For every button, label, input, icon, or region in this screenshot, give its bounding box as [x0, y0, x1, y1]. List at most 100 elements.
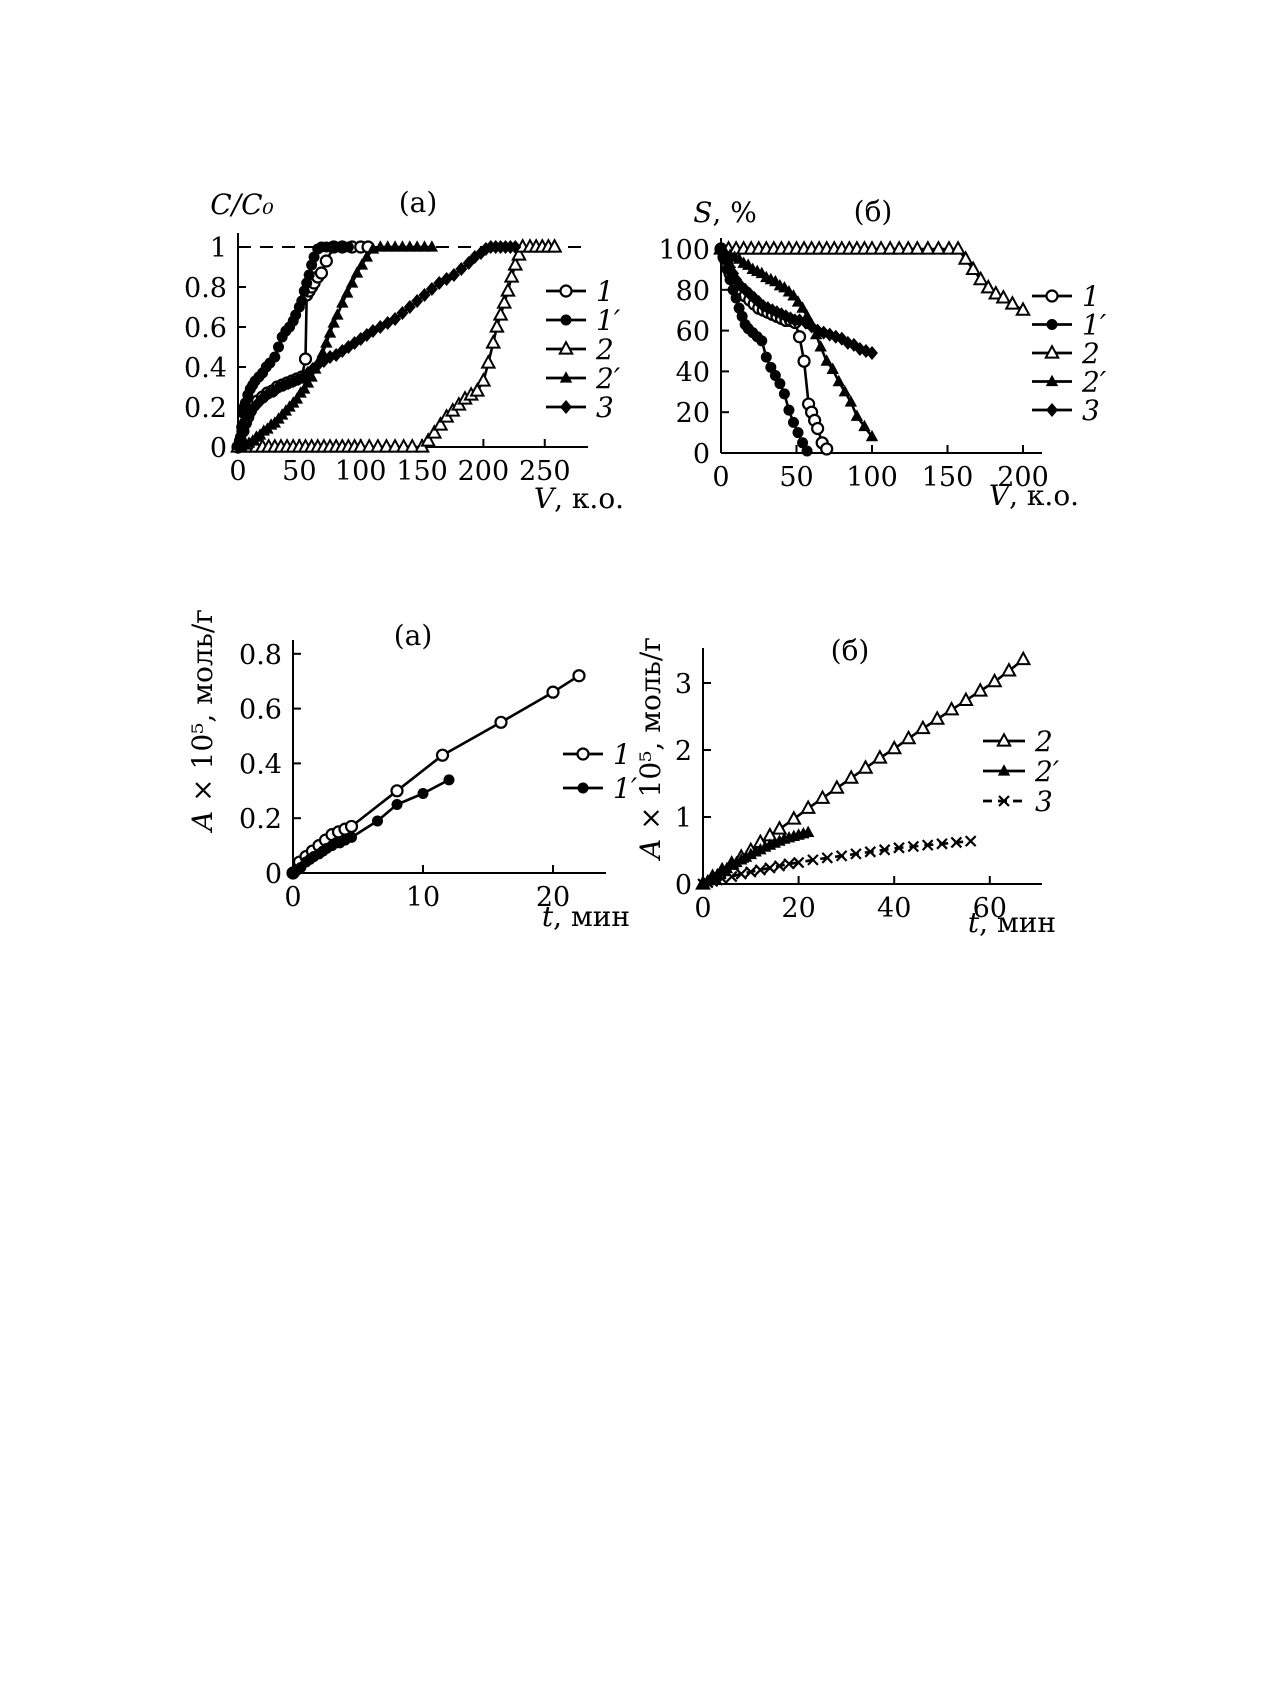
marker-circle-open-icon — [314, 266, 329, 280]
marker-diamond-filled-icon — [282, 376, 295, 390]
series-markers — [714, 242, 879, 442]
series-3 — [232, 240, 522, 454]
y-axis-label: S, % — [693, 196, 757, 229]
marker-triangle-open-icon — [891, 240, 908, 255]
marker-triangle-open-icon — [882, 240, 899, 255]
marker-triangle-open-icon — [404, 438, 421, 453]
y-tick-label: 0 — [693, 439, 710, 470]
marker-triangle-open-icon — [965, 260, 982, 275]
x-tick-label: 200 — [997, 462, 1049, 493]
marker-triangle-open-icon — [857, 759, 874, 774]
marker-triangle-open-icon — [489, 318, 505, 333]
x-tick-label: 20 — [781, 893, 815, 924]
y-tick-group: 0 1 2 3 — [675, 669, 711, 901]
marker-triangle-filled-icon — [796, 301, 809, 313]
legend-label: 3 — [1082, 394, 1100, 427]
marker-x-cross-icon — [725, 870, 738, 883]
marker-diamond-filled-icon — [817, 325, 830, 340]
y-tick-label: 0 — [210, 433, 227, 464]
marker-circle-filled-icon — [769, 369, 781, 381]
x-tick-group: 0 50 100 150 200 — [712, 445, 1049, 493]
marker-triangle-open-icon — [800, 799, 817, 814]
marker-triangle-open-icon — [1015, 301, 1031, 316]
legend-item-3: 3 — [546, 391, 614, 424]
legend-item-2: 2 — [983, 725, 1053, 758]
marker-x-cross-icon — [850, 848, 862, 860]
legend-label: 2′ — [1081, 366, 1107, 399]
marker-diamond-filled-icon — [739, 282, 752, 297]
marker-diamond-filled-icon — [734, 278, 747, 293]
y-tick-label: 0.6 — [239, 695, 282, 726]
x-tick-group: 0 20 40 60 — [694, 876, 1007, 924]
marker-circle-filled-icon — [756, 335, 768, 347]
y-tick-label: 60 — [676, 317, 710, 348]
marker-triangle-open-icon — [930, 240, 947, 255]
marker-diamond-filled-icon — [389, 312, 402, 326]
marker-x-cross-icon — [864, 846, 877, 858]
x-tick-label: 10 — [406, 882, 440, 913]
series-markers — [713, 240, 1031, 316]
marker-circle-open-icon — [494, 715, 508, 729]
marker-triangle-open-icon — [1004, 295, 1021, 310]
marker-triangle-filled-icon — [838, 385, 852, 397]
marker-triangle-open-icon — [950, 240, 966, 255]
marker-diamond-filled-icon — [560, 400, 572, 414]
legend-item-1: 1 — [1032, 280, 1100, 313]
legend-label: 2 — [595, 333, 614, 366]
marker-triangle-filled-icon — [997, 764, 1011, 776]
y-tick-label: 3 — [675, 669, 692, 700]
marker-triangle-filled-icon — [341, 286, 354, 298]
marker-circle-filled-icon — [303, 269, 315, 281]
chart-sorption-degree-b: 0 50 100 150 200 0 20 40 60 80 100 (б) S, % V, к.о. 11… — [658, 195, 1107, 512]
marker-diamond-filled-icon — [418, 288, 431, 302]
marker-triangle-open-icon — [929, 710, 946, 725]
marker-diamond-filled-icon — [425, 282, 438, 296]
marker-triangle-filled-icon — [559, 371, 573, 383]
x-tick-label: 150 — [922, 462, 974, 493]
y-tick-label: 1 — [210, 233, 227, 264]
marker-circle-open-icon — [576, 747, 590, 761]
legend-item-2′: 2′ — [1032, 366, 1107, 399]
legend: 11′ — [563, 738, 638, 805]
legend-item-1: 1 — [563, 738, 631, 771]
series-2′ — [714, 242, 879, 442]
marker-x-cross-icon — [745, 866, 757, 878]
marker-diamond-filled-icon — [859, 344, 872, 358]
legend-label: 3 — [596, 391, 614, 424]
marker-triangle-filled-icon — [336, 296, 349, 308]
marker-x-cross-icon — [807, 854, 819, 866]
marker-triangle-open-icon — [909, 240, 926, 255]
legend-item-2: 2 — [546, 333, 614, 366]
marker-x-cross-icon — [907, 840, 920, 853]
marker-x-cross-icon — [821, 852, 834, 864]
series-markers — [232, 240, 522, 454]
marker-triangle-open-icon — [914, 719, 931, 735]
marker-triangle-open-icon — [500, 282, 516, 297]
marker-circle-filled-icon — [372, 815, 383, 827]
marker-triangle-filled-icon — [814, 340, 827, 352]
marker-triangle-open-icon — [919, 240, 936, 255]
marker-triangle-open-icon — [980, 278, 997, 294]
series-2 — [230, 238, 563, 453]
marker-triangle-filled-icon — [331, 308, 344, 320]
legend-item-2′: 2′ — [983, 755, 1060, 788]
marker-triangle-open-icon — [941, 240, 957, 255]
legend-item-1: 1 — [546, 275, 614, 308]
series-3 — [697, 835, 977, 890]
marker-circle-filled-icon — [560, 314, 572, 326]
marker-diamond-filled-icon — [411, 294, 424, 308]
marker-circle-open-icon — [344, 819, 359, 834]
marker-circle-open-icon — [390, 784, 404, 798]
marker-diamond-filled-icon — [793, 313, 806, 328]
marker-triangle-filled-icon — [345, 276, 359, 288]
marker-triangle-open-icon — [485, 334, 502, 349]
y-tick-label: 0.2 — [239, 804, 282, 835]
legend-item-2′: 2′ — [546, 362, 621, 395]
marker-triangle-filled-icon — [425, 240, 439, 252]
x-axis-label: t, мин — [968, 906, 1056, 939]
marker-triangle-filled-icon — [355, 258, 369, 270]
y-tick-label: 0.8 — [184, 273, 227, 304]
marker-diamond-filled-icon — [784, 311, 797, 326]
series-markers — [697, 835, 977, 890]
